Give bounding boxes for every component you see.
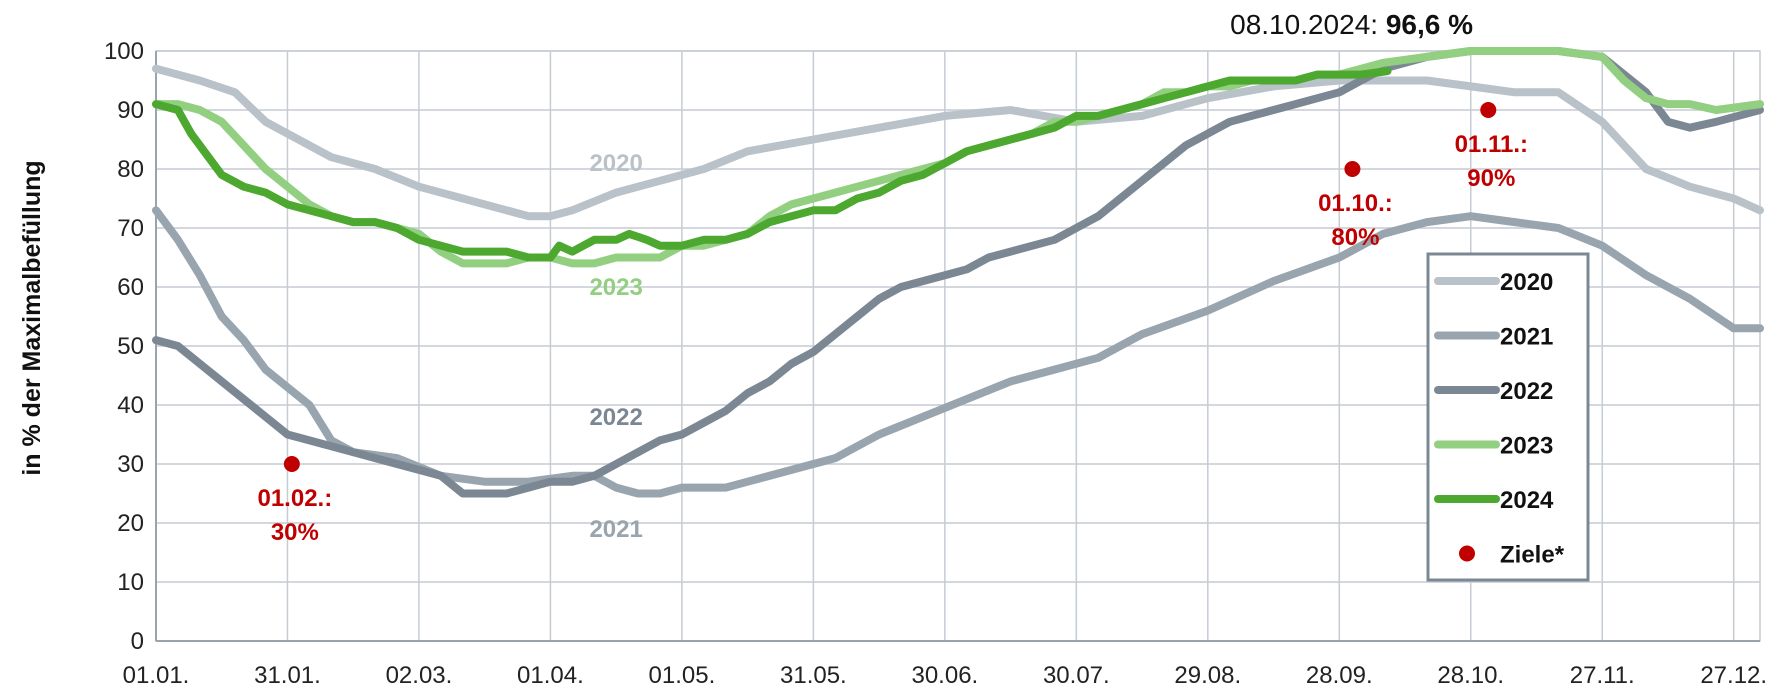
y-tick-label: 0 (131, 628, 144, 655)
target-label-date: 01.11.: (1455, 131, 1528, 158)
x-tick-label: 01.05. (649, 662, 716, 689)
legend-label: 2020 (1500, 269, 1553, 296)
x-tick-label: 30.07. (1043, 662, 1110, 689)
series-line-2020 (152, 64, 1764, 221)
y-tick-label: 50 (117, 333, 144, 360)
y-tick-label: 20 (117, 510, 144, 537)
y-tick-label: 10 (117, 569, 144, 596)
x-tick-label: 28.09. (1306, 662, 1373, 689)
y-tick-label: 40 (117, 392, 144, 419)
legend-label: 2023 (1500, 433, 1553, 460)
series-label-2023: 2023 (589, 274, 642, 301)
target-point (1480, 102, 1497, 118)
target-point (1344, 161, 1361, 177)
legend-label: Ziele* (1500, 542, 1565, 569)
x-tick-label: 29.08. (1174, 662, 1241, 689)
x-tick-label: 28.10. (1437, 662, 1504, 689)
series-layer (152, 47, 1764, 498)
x-tick-label: 27.12. (1700, 662, 1767, 689)
legend-label: 2022 (1500, 378, 1553, 405)
headline-date: 08.10.2024: (1230, 9, 1386, 40)
y-tick-label: 30 (117, 451, 144, 478)
target-label-value: 80% (1331, 224, 1379, 251)
x-tick-label: 01.01. (123, 662, 190, 689)
target-label-date: 01.02.: (257, 485, 332, 512)
target-label-value: 90% (1467, 165, 1515, 192)
series-label-2021: 2021 (589, 516, 642, 543)
series-label-2020: 2020 (589, 150, 642, 177)
legend-items: 2020 2021 2022 2023 2024 Ziele* (1434, 269, 1565, 569)
y-tick-label: 80 (117, 156, 144, 183)
legend-label: 2024 (1500, 487, 1554, 514)
series-label-2022: 2022 (589, 404, 642, 431)
legend-box (1426, 252, 1590, 582)
x-tick-label: 31.05. (780, 662, 847, 689)
legend: 2020 2021 2022 2023 2024 Ziele* (1426, 252, 1590, 582)
headline-value: 96,6 % (1386, 9, 1473, 40)
y-tick-label: 60 (117, 274, 144, 301)
x-tick-label: 01.04. (517, 662, 584, 689)
axes: 0 10 20 30 40 50 60 70 80 90 100 01.01. 31.01. 02.03.… (104, 38, 1767, 689)
headline: 08.10.2024: 96,6 % (1230, 9, 1473, 40)
targets-layer: 01.02.: 30% 01.10.: 80% 01.11.: 90% (257, 102, 1528, 546)
x-tick-label: 27.11. (1570, 662, 1635, 689)
target-point (283, 456, 300, 472)
x-tick-label: 31.01. (254, 662, 321, 689)
legend-swatch-targets (1459, 545, 1475, 562)
series-line-2021 (152, 206, 1764, 498)
y-tick-label: 100 (104, 38, 144, 65)
series-labels: 2020 2021 2022 2023 (589, 150, 642, 543)
y-tick-label: 70 (117, 215, 144, 242)
legend-label: 2021 (1500, 324, 1553, 351)
series-line-2024 (152, 67, 1392, 262)
target-label-date: 01.10.: (1318, 190, 1393, 217)
y-tick-label: 90 (117, 97, 144, 124)
y-axis-label: in % der Maximalbefüllung (18, 160, 46, 475)
x-tick-label: 02.03. (386, 662, 453, 689)
x-tick-label: 30.06. (911, 662, 978, 689)
target-label-value: 30% (271, 519, 319, 546)
